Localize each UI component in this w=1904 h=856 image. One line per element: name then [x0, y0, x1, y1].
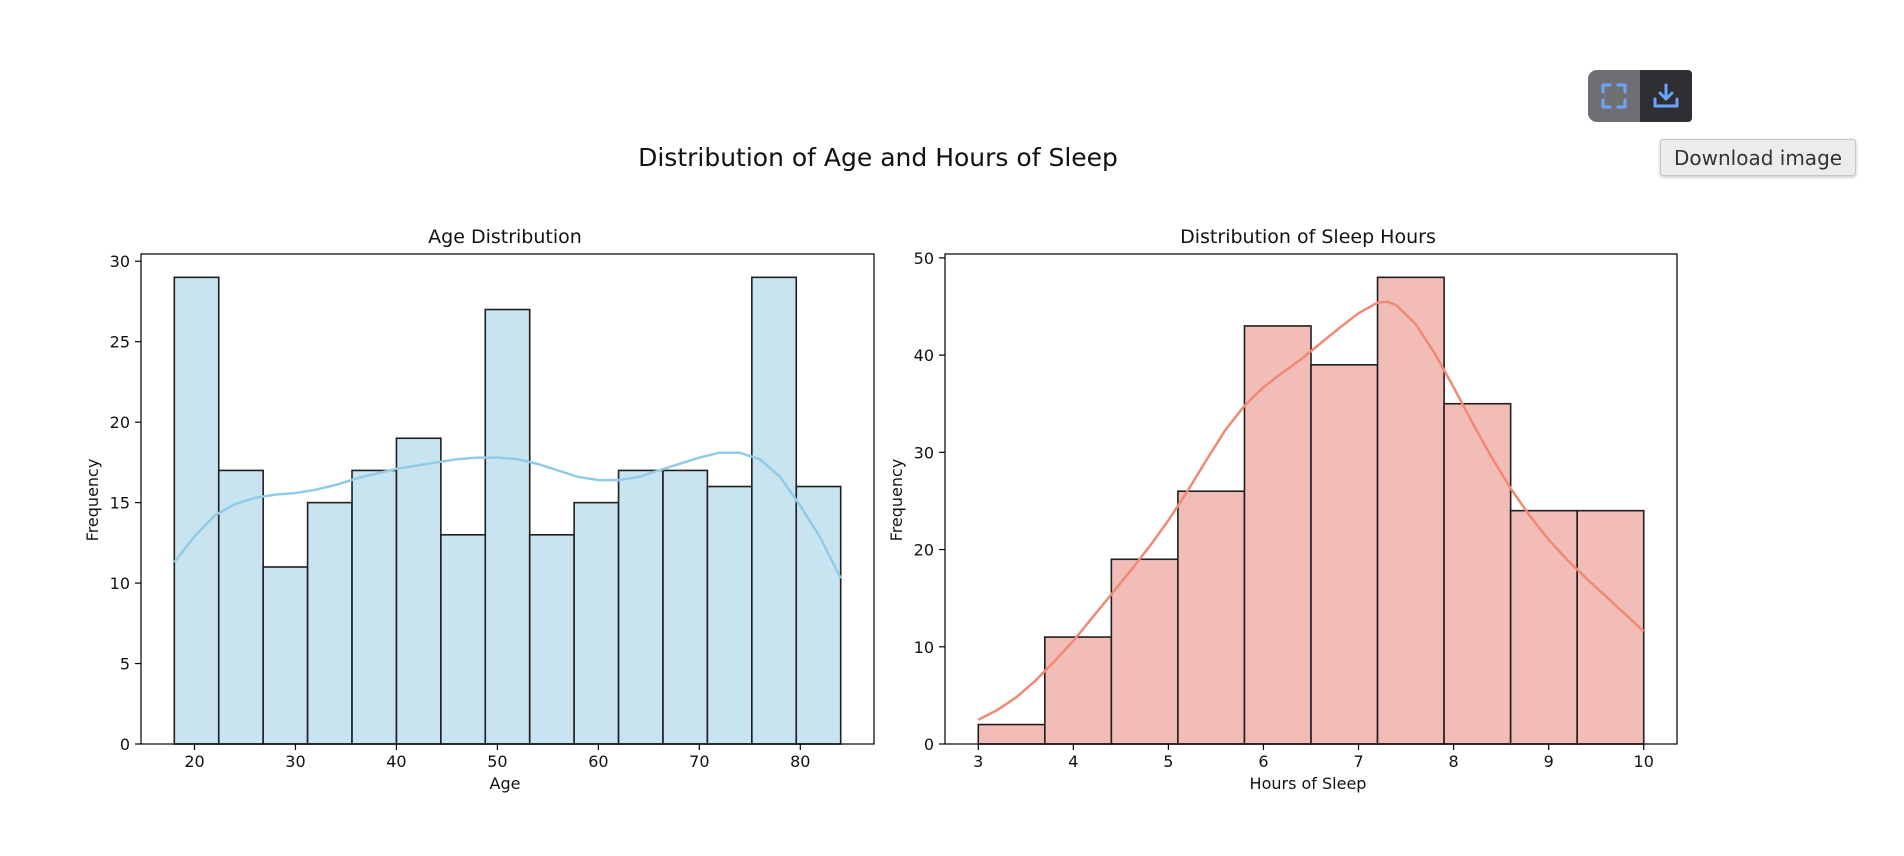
chart-toolbar — [1588, 70, 1692, 122]
y-tick-label: 20 — [914, 541, 934, 560]
histogram-bars — [173, 276, 842, 745]
y-tick-label: 50 — [914, 249, 934, 268]
x-tick-label: 7 — [1353, 752, 1363, 771]
y-ticks: 0 10 20 30 40 50 — [914, 249, 945, 754]
x-axis-label: Hours of Sleep — [1250, 774, 1367, 793]
x-tick-label: 6 — [1258, 752, 1268, 771]
histogram-bar — [1576, 509, 1645, 745]
histogram-bar — [262, 566, 309, 745]
plot-frame — [140, 253, 875, 745]
histogram-bar — [751, 276, 798, 745]
x-tick-label: 10 — [1634, 752, 1654, 771]
y-tick-label: 40 — [914, 346, 934, 365]
histogram-bar — [1443, 402, 1512, 745]
histogram-bar — [217, 469, 264, 745]
x-tick-label: 9 — [1544, 752, 1554, 771]
x-axis-label: Age — [490, 774, 521, 793]
x-tick-label: 4 — [1068, 752, 1078, 771]
histogram-bar — [1509, 509, 1578, 745]
kde-curve — [977, 300, 1645, 721]
histogram-bar — [1376, 276, 1445, 745]
plot-frame — [944, 253, 1678, 745]
histogram-bar — [662, 469, 709, 745]
histogram-bar — [573, 501, 620, 745]
histogram-bar — [528, 534, 575, 745]
x-tick-label: 40 — [386, 752, 406, 771]
y-tick-label: 10 — [914, 638, 934, 657]
histogram-bar — [1177, 490, 1246, 745]
y-tick-label: 30 — [110, 252, 130, 271]
x-tick-label: 60 — [588, 752, 608, 771]
y-tick-label: 20 — [110, 413, 130, 432]
x-ticks: 3 4 5 6 7 8 9 10 — [973, 744, 1654, 771]
download-button[interactable] — [1640, 70, 1692, 122]
y-tick-label: 0 — [924, 735, 934, 754]
y-tick-label: 25 — [110, 333, 130, 352]
x-tick-label: 5 — [1163, 752, 1173, 771]
histogram-bar — [617, 469, 664, 745]
fullscreen-icon — [1601, 83, 1627, 109]
y-tick-label: 15 — [110, 494, 130, 513]
download-tooltip: Download image — [1660, 139, 1857, 176]
x-tick-label: 50 — [487, 752, 507, 771]
x-tick-label: 8 — [1449, 752, 1459, 771]
y-tick-label: 30 — [914, 443, 934, 462]
histogram-bar — [306, 501, 353, 745]
chart-title: Age Distribution — [428, 226, 582, 248]
y-axis-label: Frequency — [887, 459, 906, 542]
chart-title: Distribution of Sleep Hours — [1180, 226, 1436, 248]
histogram-bar — [977, 723, 1046, 745]
x-tick-label: 30 — [285, 752, 305, 771]
age-distribution-chart: Age Distribution Age Frequency 20 30 40 50 6… — [83, 226, 875, 793]
y-axis-label: Frequency — [83, 459, 102, 542]
y-tick-label: 5 — [120, 655, 130, 674]
histogram-bar — [795, 485, 842, 745]
histogram-bar — [351, 469, 398, 745]
y-tick-label: 10 — [110, 574, 130, 593]
histogram-bars — [977, 276, 1645, 745]
histogram-bar — [1044, 636, 1113, 745]
y-tick-label: 0 — [120, 735, 130, 754]
histogram-bar — [1243, 325, 1312, 745]
histogram-bar — [395, 437, 442, 745]
x-tick-label: 3 — [973, 752, 983, 771]
download-icon — [1653, 83, 1679, 108]
histogram-bar — [173, 276, 220, 745]
histogram-bar — [484, 308, 531, 745]
y-ticks: 0 5 10 15 20 25 30 — [110, 252, 141, 754]
histogram-bar — [706, 485, 753, 745]
x-ticks: 20 30 40 50 60 70 80 — [184, 744, 810, 771]
histogram-bar — [440, 534, 487, 745]
x-tick-label: 70 — [689, 752, 709, 771]
sleep-hours-chart: Distribution of Sleep Hours Hours of Sle… — [887, 226, 1678, 793]
figure-title: Distribution of Age and Hours of Sleep — [638, 143, 1118, 172]
fullscreen-button[interactable] — [1588, 70, 1640, 122]
histogram-bar — [1110, 558, 1179, 745]
x-tick-label: 80 — [790, 752, 810, 771]
kde-curve — [173, 451, 842, 579]
x-tick-label: 20 — [184, 752, 204, 771]
histogram-bar — [1310, 364, 1379, 745]
